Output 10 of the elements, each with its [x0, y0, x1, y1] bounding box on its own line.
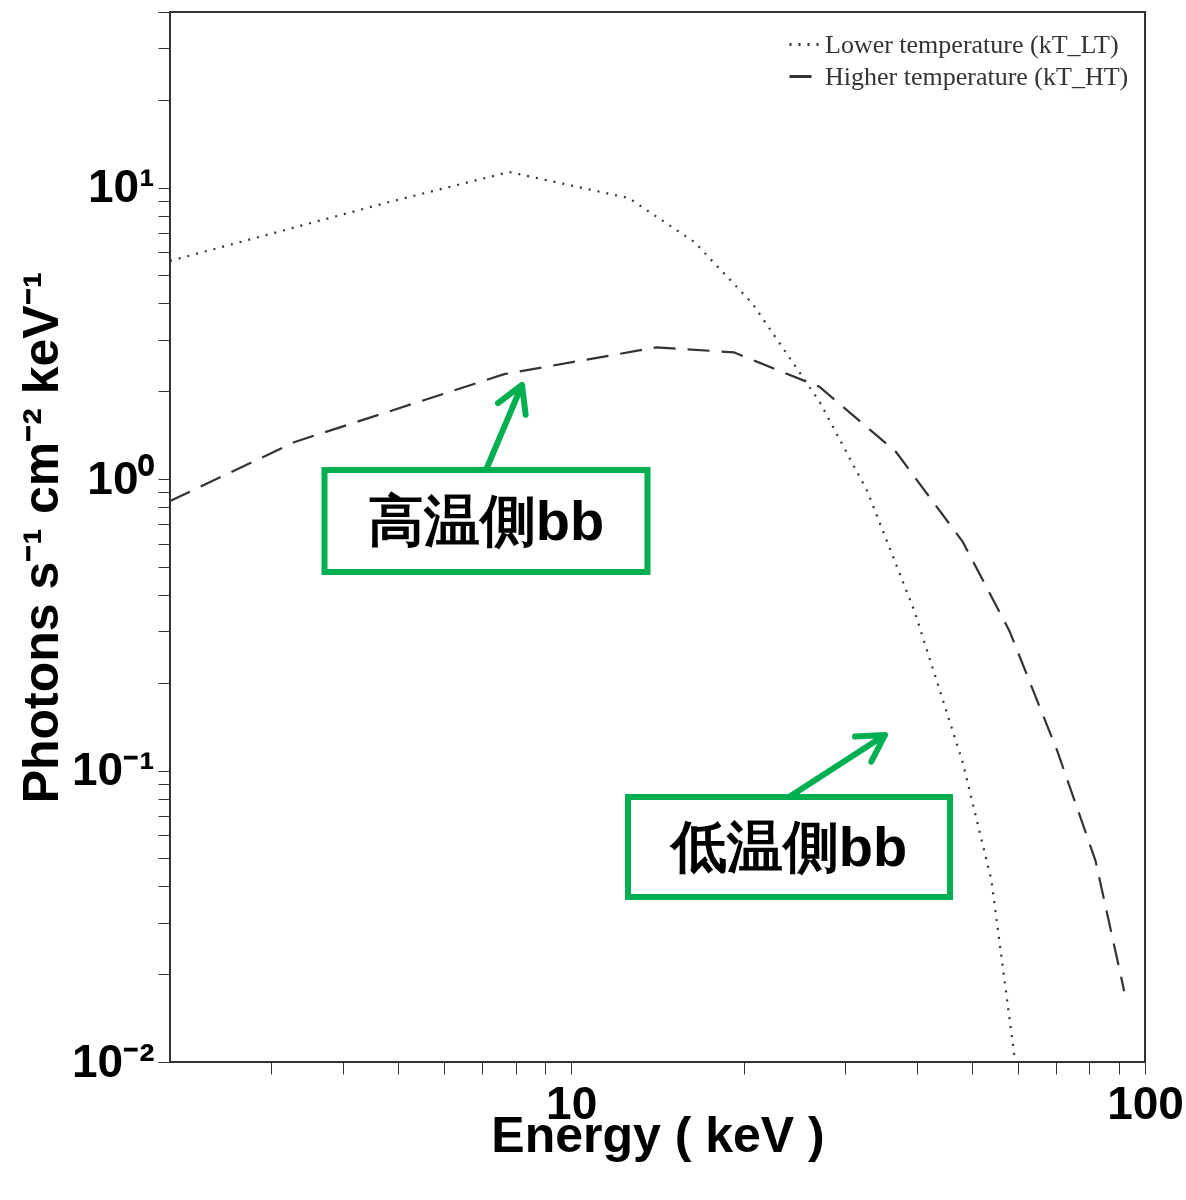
legend-label: Higher temperature (kT_HT) — [825, 61, 1129, 91]
y-axis-title: Photons s⁻¹ cm⁻² keV⁻¹ — [13, 271, 70, 804]
annotation: 低温側bb — [668, 815, 908, 878]
annotation: 高温側bb — [367, 489, 605, 552]
y-tick-label: 10⁰ — [87, 451, 155, 504]
y-tick-label: 10¹ — [88, 160, 155, 212]
y-tick-label: 10⁻² — [72, 1034, 155, 1087]
y-tick-label: 10⁻¹ — [72, 743, 155, 795]
legend-label: Lower temperature (kT_LT) — [825, 29, 1119, 59]
x-tick-label: 100 — [1107, 1076, 1184, 1129]
